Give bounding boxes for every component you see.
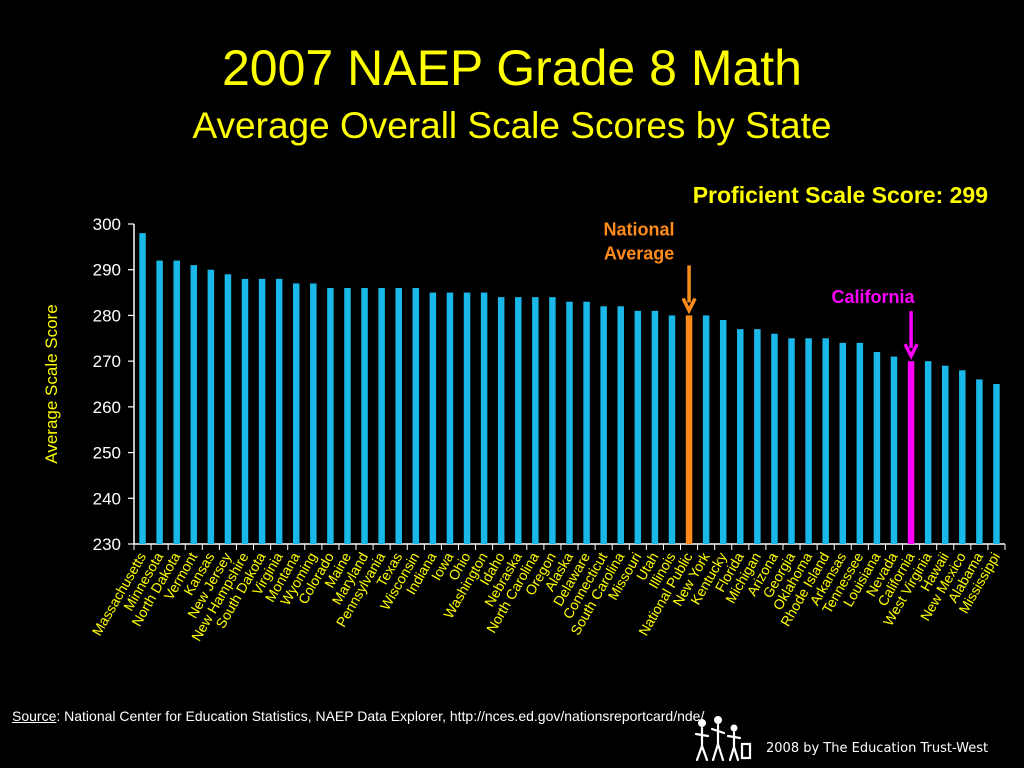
bar-indiana <box>429 292 437 544</box>
y-tick-label: 240 <box>93 489 121 508</box>
bar-nevada <box>890 356 898 544</box>
bar-kentucky <box>719 320 727 544</box>
source-label: Source <box>12 708 57 724</box>
y-axis-label: Average Scale Score <box>42 304 61 463</box>
bar-new-york <box>702 315 710 544</box>
bar-vermont <box>190 265 198 544</box>
bar-tennessee <box>856 342 864 544</box>
y-tick-label: 300 <box>93 215 121 234</box>
y-tick-label: 290 <box>93 261 121 280</box>
bar-michigan <box>754 329 761 544</box>
bar-kansas <box>207 269 215 544</box>
bar-montana <box>293 283 300 544</box>
bar-south-carolina <box>617 306 624 544</box>
bar-new-jersey <box>224 274 232 544</box>
bar-chart: Average Scale Score 230 240 250 260 270 280 290… <box>42 215 1006 644</box>
bar-north-carolina <box>532 297 539 544</box>
annotation-arrowhead-national-public <box>681 297 697 315</box>
copyright-note: 2008 by The Education Trust-West <box>766 741 989 756</box>
bar-arkansas <box>839 342 846 544</box>
education-trust-logo <box>694 716 752 762</box>
bar-rhode-island <box>822 338 829 544</box>
bar-mississippi <box>993 384 1000 544</box>
bar-washington <box>480 292 488 544</box>
annotation-label-national-public: Average <box>604 243 674 263</box>
y-tick-label: 250 <box>93 444 121 463</box>
bar-texas <box>395 288 402 544</box>
y-tick-label: 260 <box>93 398 121 417</box>
bar-alabama <box>976 379 983 544</box>
bar-new-mexico <box>959 370 966 544</box>
bar-delaware <box>583 301 590 544</box>
y-tick-label: 280 <box>93 306 121 325</box>
bar-new-hampshire <box>241 278 249 544</box>
bar-hawaii <box>941 365 949 544</box>
source-note: Source: National Center for Education St… <box>12 708 704 724</box>
bar-oklahoma <box>805 338 812 544</box>
bar-maryland <box>361 288 368 544</box>
bar-alaska <box>566 301 573 544</box>
bar-california <box>907 361 915 544</box>
bar-missouri <box>634 310 642 544</box>
bar-nebraska <box>515 297 522 544</box>
proficient-score-label: Proficient Scale Score: 299 <box>692 182 988 208</box>
bar-south-dakota <box>258 278 266 544</box>
bar-iowa <box>446 292 454 544</box>
bar-north-dakota <box>173 260 180 544</box>
bar-connecticut <box>600 306 607 544</box>
annotation-label-california: California <box>832 287 916 307</box>
bar-west-virginia <box>924 361 932 544</box>
bar-florida <box>737 329 744 544</box>
bar-illinois <box>668 315 676 544</box>
bar-virginia <box>275 278 283 544</box>
bar-oregon <box>549 297 556 544</box>
bar-pennsylvania <box>378 288 385 544</box>
page-title: 2007 NAEP Grade 8 Math <box>222 40 802 96</box>
source-text: : National Center for Education Statisti… <box>56 708 705 724</box>
bar-national-public <box>685 315 693 544</box>
bar-louisiana <box>873 352 881 544</box>
bar-georgia <box>788 338 795 544</box>
page-subtitle: Average Overall Scale Scores by State <box>192 105 832 146</box>
bar-ohio <box>463 292 471 544</box>
y-tick-label: 230 <box>93 535 121 554</box>
bar-arizona <box>771 333 778 544</box>
bar-utah <box>651 310 659 544</box>
annotation-arrowhead-california <box>903 343 919 361</box>
bar-wyoming <box>310 283 317 544</box>
bar-wisconsin <box>412 288 420 544</box>
bar-minnesota <box>156 260 163 544</box>
bar-idaho <box>497 297 505 544</box>
bar-colorado <box>327 288 334 544</box>
bar-maine <box>344 288 351 544</box>
y-tick-label: 270 <box>93 352 121 371</box>
bar-massachusetts <box>139 233 146 544</box>
annotation-label-national-public: National <box>604 219 675 239</box>
